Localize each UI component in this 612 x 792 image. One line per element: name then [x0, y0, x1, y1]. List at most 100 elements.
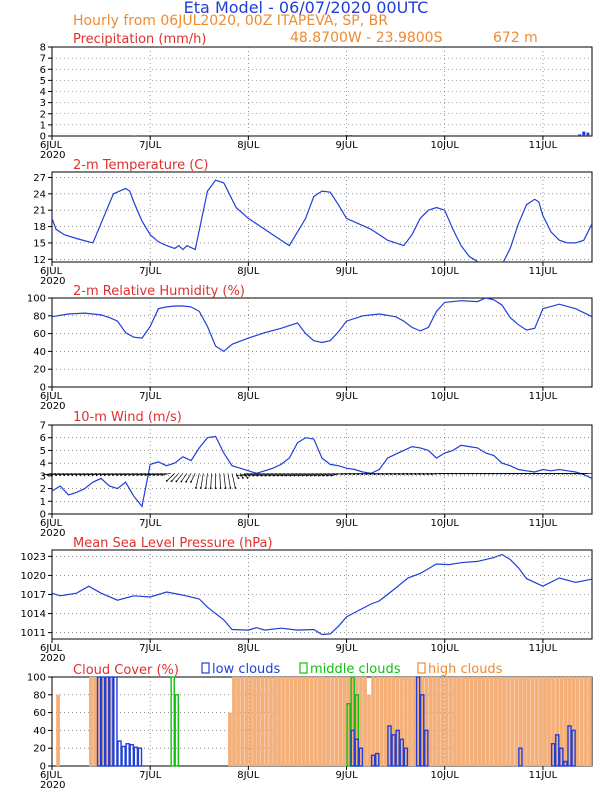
high-cloud-bar [489, 676, 494, 767]
wind-arrow [265, 472, 278, 476]
wind-arrow-head [63, 474, 65, 476]
wind-arrow-head [128, 474, 131, 476]
x-tick-label: 6JUL [40, 266, 63, 277]
wind-arrow [200, 473, 204, 489]
header-coords: 48.8700W - 23.9800S [290, 30, 443, 46]
high-cloud-bar [293, 676, 298, 767]
y-tick-label: 1020 [21, 571, 46, 582]
wind-arrow-head [79, 474, 82, 476]
high-cloud-bar [93, 676, 97, 767]
low-cloud-bar [395, 729, 400, 767]
x-tick-label: 9JUL [335, 140, 358, 151]
legend-swatch-middle [299, 662, 308, 674]
wind-arrow [162, 472, 171, 476]
wind-arrow [195, 473, 200, 488]
wind-arrow-head [195, 487, 197, 489]
panel-rh: 0 20 40 60 80 100 6JUL2020 7JUL 8JUL 9JUL 10JUL 11J… [27, 284, 593, 412]
wind-arrow [310, 472, 323, 476]
wind-arrow [302, 472, 314, 476]
wind-arrow [277, 472, 290, 476]
wind-arrow [245, 472, 257, 476]
high-cloud-bar [583, 676, 588, 767]
y-tick-label: 20 [33, 365, 46, 376]
high-cloud-bar [526, 676, 531, 767]
panel-title: Cloud Cover (%) [73, 663, 179, 678]
high-cloud-bar [305, 676, 310, 767]
high-cloud-bar [248, 676, 253, 767]
low-cloud-bar [350, 729, 355, 767]
wind-arrow-head [54, 474, 57, 476]
x-tick-label: 7JUL [139, 391, 162, 402]
low-cloud-bar [100, 676, 106, 767]
low-cloud-bar [125, 743, 130, 767]
y-tick-label: 0 [40, 762, 46, 773]
y-tick-label: 5 [40, 76, 46, 87]
x-tick-label: 8JUL [237, 770, 260, 781]
high-cloud-bar [88, 676, 93, 767]
panel-mslp: 1011 1014 1017 1020 1023 6JUL2020 7JUL 8JUL 9JUL… [21, 536, 593, 664]
low-cloud-bar [550, 743, 556, 767]
y-tick-label: 27 [33, 173, 46, 184]
panel-wind: 0 1 2 34 5 67 6JUL2020 7JUL 8JUL 9JUL 10JUL 11JUL 10… [40, 410, 593, 539]
y-tick-label: 18 [33, 222, 46, 233]
y-tick-label: 21 [33, 206, 46, 217]
wind-arrow [176, 473, 184, 482]
wind-arrow [257, 472, 269, 476]
wind-arrow [314, 472, 327, 476]
high-cloud-bar [342, 676, 347, 767]
wind-arrow-head [248, 474, 251, 477]
wind-arrow [227, 473, 231, 489]
low-cloud-bar [354, 738, 360, 767]
wind-arrow-head [443, 472, 445, 475]
wind-arrow-head [508, 472, 511, 475]
x-tick-label: 10JUL [430, 770, 459, 781]
x-tick-label: 7JUL [139, 770, 162, 781]
wind-arrow-head [578, 472, 580, 475]
wind-arrow-head [236, 474, 238, 477]
wind-arrow-head [281, 474, 283, 477]
wind-arrow [253, 472, 265, 476]
x-tick-label: 9JUL [335, 391, 358, 402]
wind-arrow-head [71, 474, 74, 476]
wind-arrow-head [340, 473, 343, 476]
legend-swatch-high [417, 662, 426, 674]
high-cloud-bar [432, 676, 437, 767]
x-tick-label: 10JUL [430, 391, 459, 402]
wind-arrow [223, 473, 226, 489]
wind-arrow-head [565, 472, 568, 475]
high-cloud-bar [240, 676, 245, 767]
wind-arrow-head [373, 473, 376, 476]
wind-arrow-head [365, 473, 368, 476]
x-tick-label: 11JUL [529, 266, 558, 277]
wind-arrow-head [293, 474, 296, 477]
legend-swatch-low [201, 662, 210, 674]
high-cloud-bar [575, 676, 580, 767]
high-cloud-bar [383, 676, 388, 767]
y-tick-label: 3 [40, 98, 46, 109]
high-cloud-bar [563, 676, 568, 767]
wind-arrow-head [434, 472, 437, 475]
wind-arrow-head [414, 473, 417, 476]
low-cloud-bar [113, 676, 118, 767]
wind-arrow-head [318, 474, 320, 477]
x-tick-label: 7JUL [139, 266, 162, 277]
precip-bar [586, 132, 590, 136]
wind-arrow-head [349, 473, 351, 476]
wind-arrow-head [180, 480, 183, 483]
wind-arrow-head [42, 474, 45, 476]
low-cloud-bar [358, 747, 364, 767]
y-tick-label: 1017 [21, 590, 46, 601]
wind-arrow-head [165, 480, 168, 482]
wind-arrow [249, 472, 261, 476]
low-cloud-bar [104, 676, 110, 767]
wind-arrow-head [447, 472, 449, 475]
wind-arrow-head [87, 474, 90, 476]
y-tick-label: 0 [40, 510, 46, 521]
wind-arrow [185, 473, 192, 482]
high-cloud-bar [232, 676, 236, 767]
wind-arrow-head [512, 472, 515, 475]
high-cloud-bar [469, 676, 474, 767]
x-tick-label: 11JUL [529, 391, 558, 402]
